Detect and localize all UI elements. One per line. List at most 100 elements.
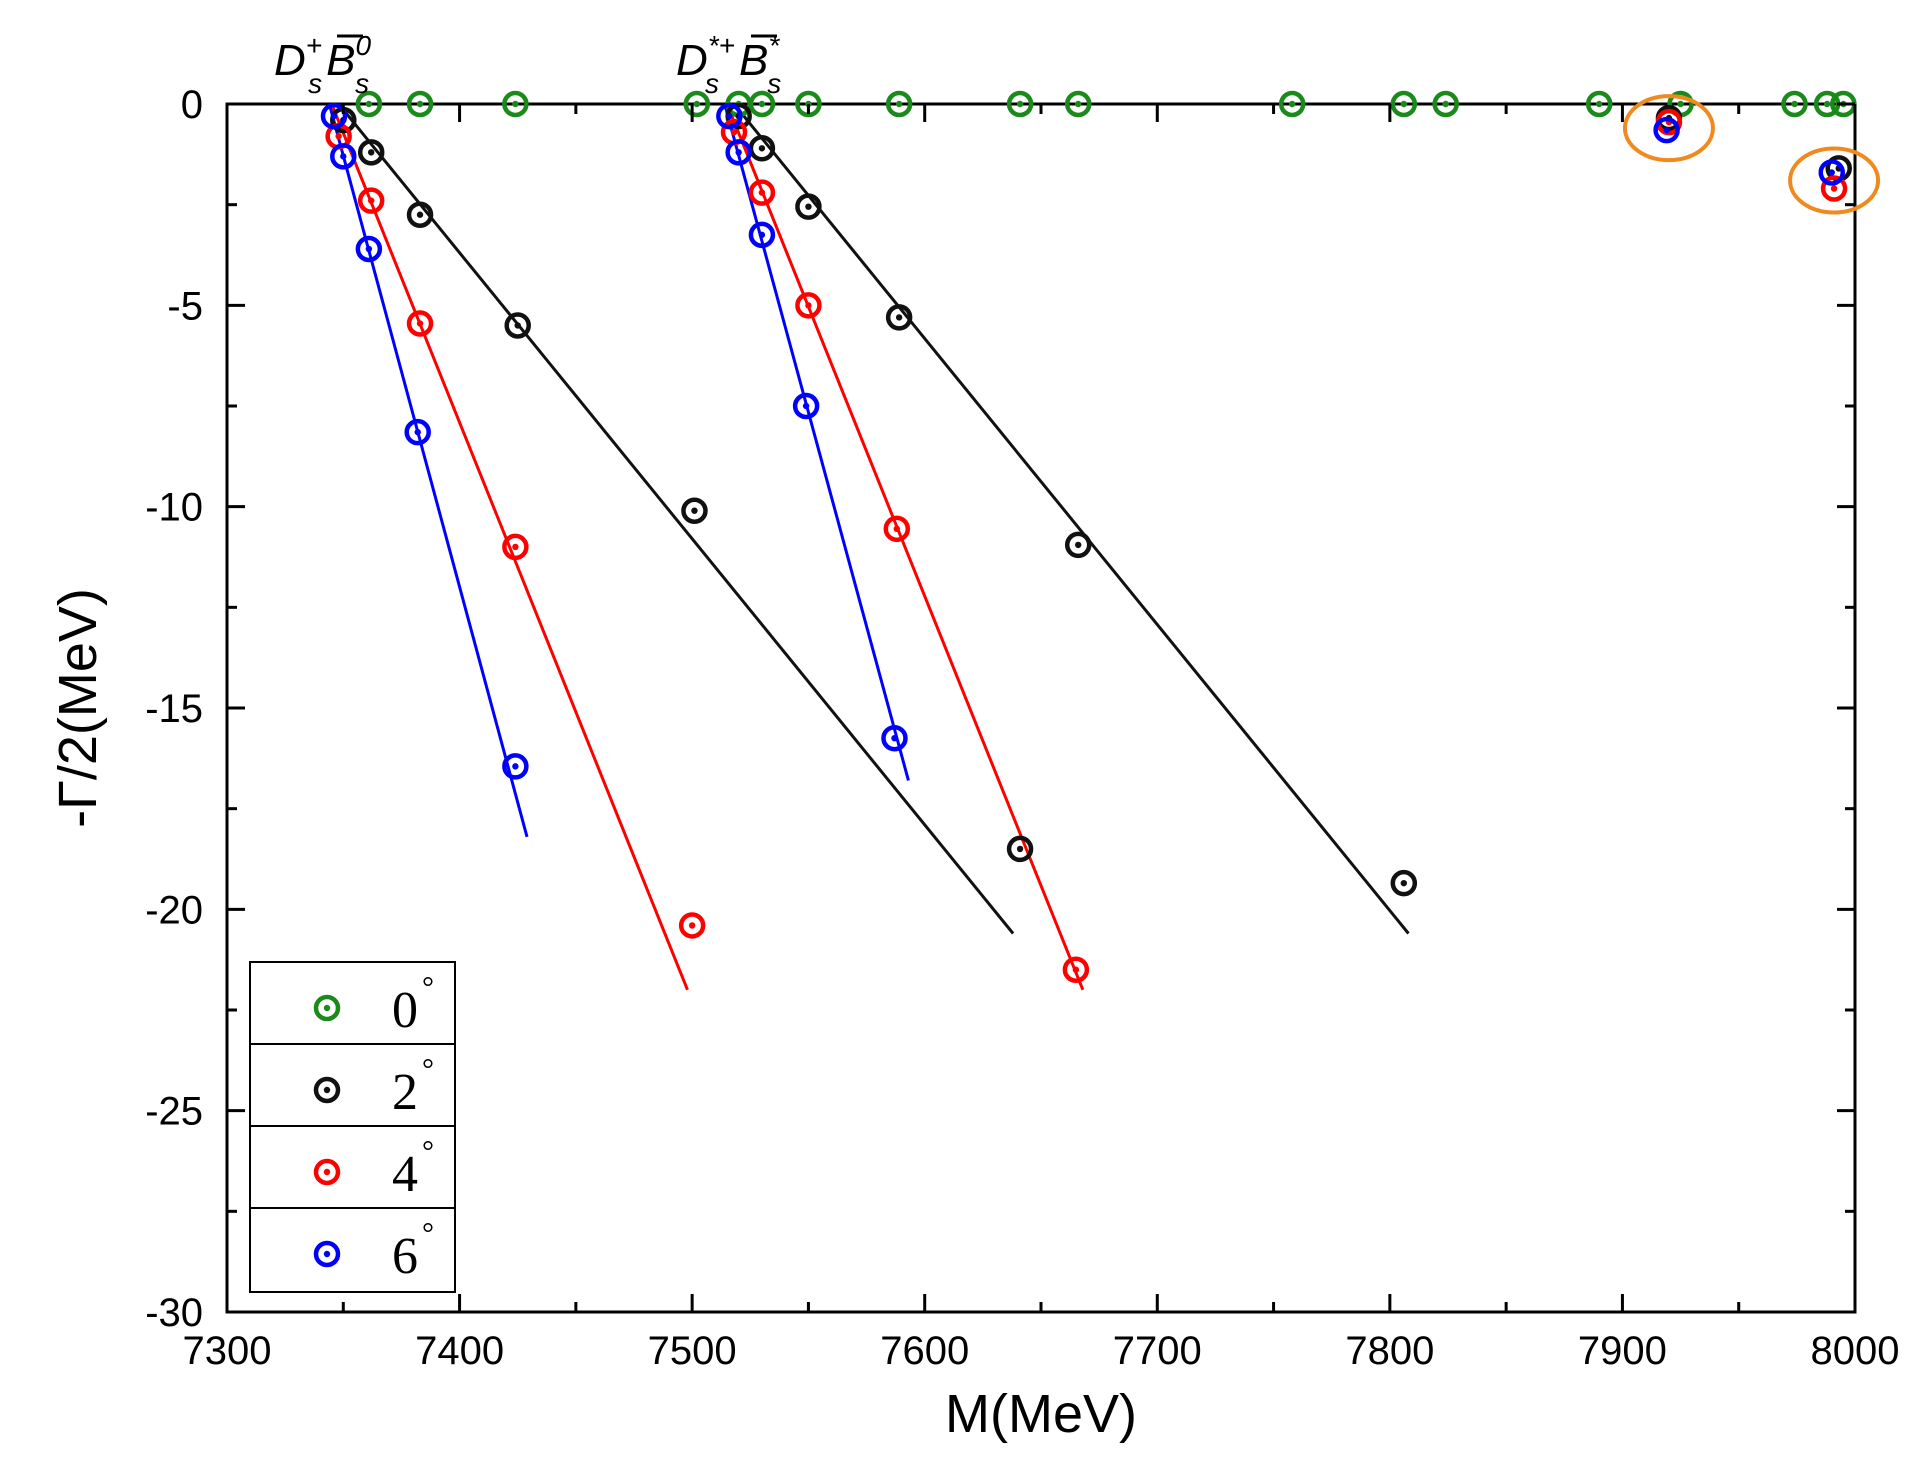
data-point	[1432, 90, 1459, 118]
legend-marker	[313, 994, 341, 1022]
data-point	[748, 221, 776, 249]
legend-row-box	[249, 961, 456, 1047]
threshold-partner-sup: *	[768, 30, 780, 61]
legend-degree-sign: °	[422, 1053, 434, 1086]
data-point	[1390, 869, 1418, 897]
legend-degree-sign: °	[422, 1217, 434, 1250]
legend-label: 4	[392, 1146, 418, 1203]
x-tick-label: 7700	[1113, 1329, 1202, 1373]
data-point	[357, 139, 385, 166]
data-point	[355, 235, 383, 263]
x-tick-label: 7900	[1578, 1329, 1667, 1373]
data-point	[792, 392, 820, 420]
data-point	[795, 193, 822, 220]
fit-line	[723, 103, 910, 781]
data-point	[406, 90, 434, 118]
data-points	[320, 90, 1857, 983]
y-tick-label: 0	[181, 83, 203, 127]
data-point	[881, 724, 908, 752]
data-point	[404, 418, 431, 446]
x-tick-label: 7500	[648, 1329, 737, 1373]
y-tick-label: -30	[145, 1291, 203, 1335]
y-tick-label: -5	[167, 284, 203, 328]
y-tick-label: -15	[145, 687, 203, 731]
data-point	[795, 292, 822, 319]
legend-row-box	[249, 1207, 456, 1293]
y-tick-label: -20	[145, 888, 203, 932]
threshold-label-ds-bs0: D+ sB0 s	[274, 30, 372, 99]
x-tick-label: 7800	[1345, 1329, 1434, 1373]
y-tick-label: -10	[145, 486, 203, 530]
threshold-base: D	[676, 36, 708, 85]
x-tick-label: 7300	[183, 1329, 272, 1373]
fit-line	[725, 103, 1085, 991]
legend: 0 °2 °4 °6 °	[249, 961, 456, 1293]
data-point	[885, 90, 913, 118]
legend-label: 0	[392, 982, 418, 1039]
threshold-base: D	[274, 36, 306, 85]
threshold-partner-sup: 0	[356, 30, 372, 61]
data-point	[320, 102, 348, 130]
data-point	[725, 139, 752, 166]
legend-degree-sign: °	[422, 1135, 434, 1168]
data-point	[1585, 90, 1613, 118]
highlight-ellipse	[1622, 94, 1715, 163]
legend-marker	[313, 1076, 341, 1104]
data-point	[1064, 90, 1092, 118]
fit-lines	[327, 103, 1410, 991]
data-point	[1006, 90, 1034, 118]
fit-line	[327, 103, 529, 838]
data-point	[883, 515, 911, 543]
legend-label: 2	[392, 1064, 418, 1121]
fit-line	[330, 103, 689, 991]
x-tick-label: 7600	[880, 1329, 969, 1373]
data-point	[1820, 175, 1848, 202]
data-point	[406, 201, 434, 228]
threshold-partner: B	[739, 36, 768, 85]
y-axis-label: -Γ/2(MeV)	[48, 588, 108, 828]
y-tick-label: -25	[145, 1090, 203, 1134]
data-point	[406, 310, 434, 337]
data-point	[504, 312, 531, 339]
highlight-ellipse	[1788, 146, 1881, 215]
legend-marker	[313, 1240, 341, 1268]
data-point	[748, 179, 776, 206]
threshold-label-dsstar-bsstar: D*+ s B* s	[676, 30, 781, 99]
threshold-sup: +	[306, 30, 322, 61]
data-point	[502, 533, 529, 561]
data-point	[1653, 116, 1680, 144]
threshold-partner-sub: s	[767, 68, 781, 99]
x-axis-label: M(MeV)	[945, 1384, 1137, 1444]
plot-frame	[225, 102, 1857, 1314]
data-point	[1278, 90, 1306, 118]
data-point	[355, 90, 383, 118]
highlight-circles	[1622, 94, 1881, 215]
data-point	[683, 90, 711, 118]
data-point	[716, 102, 743, 130]
legend-label: 6	[392, 1228, 418, 1285]
x-tick-label: 8000	[1811, 1329, 1900, 1373]
data-point	[502, 753, 529, 780]
legend-row-box	[249, 1125, 456, 1211]
data-point	[1064, 531, 1092, 559]
legend-degree-sign: °	[422, 971, 434, 1004]
threshold-labels: D+ sB0 s D*+ s B* s	[274, 30, 781, 99]
data-point	[885, 304, 913, 331]
data-point	[748, 90, 776, 118]
data-point	[1818, 159, 1845, 186]
data-point	[678, 912, 706, 939]
data-point	[502, 90, 529, 118]
fit-line	[337, 103, 1015, 935]
threshold-sub: s	[308, 68, 322, 99]
data-point	[330, 143, 357, 170]
data-point	[1006, 835, 1034, 863]
fit-line	[732, 103, 1410, 935]
legend-marker	[313, 1158, 341, 1186]
threshold-sub: s	[705, 68, 719, 99]
axis-ticks: 7300 7400 7500 7600 7700 7800 7900 8000 0 -5 -10 -1…	[145, 83, 1899, 1373]
threshold-partner: B	[326, 36, 355, 85]
threshold-partner-sub: s	[355, 68, 369, 99]
data-point	[357, 187, 385, 214]
threshold-sup: *+	[708, 30, 735, 61]
